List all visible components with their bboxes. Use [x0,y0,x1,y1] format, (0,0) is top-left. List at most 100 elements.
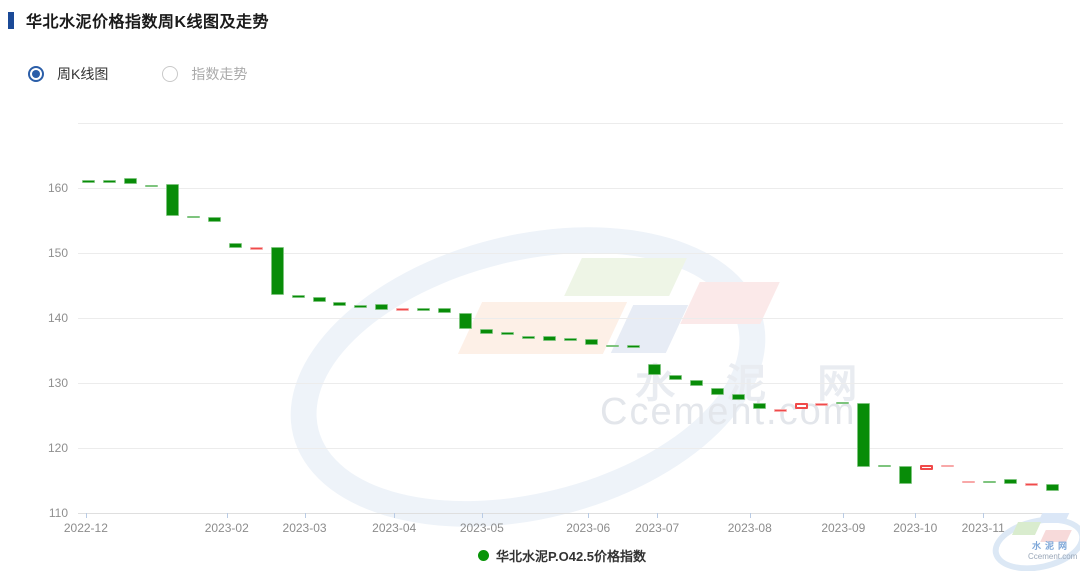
candlestick[interactable] [459,312,473,330]
x-axis-label: 2023-04 [372,521,417,535]
radio-weekly-kline[interactable]: 周K线图 [28,64,108,84]
candlestick[interactable] [165,184,179,216]
candlestick[interactable] [480,329,494,335]
candlestick[interactable] [123,178,137,185]
candlestick[interactable] [815,403,829,406]
gridline [78,123,1063,124]
candlestick[interactable] [396,307,410,312]
candlestick[interactable] [375,304,389,310]
page-title: 华北水泥价格指数周K线图及走势 [26,14,270,31]
x-axis-label: 2023-09 [821,521,866,535]
candlestick[interactable] [962,480,976,483]
x-axis-label: 2023-05 [459,521,504,535]
candlestick[interactable] [752,403,766,409]
candlestick[interactable] [102,180,116,183]
legend-item[interactable]: 华北水泥P.O42.5价格指数 [478,546,646,565]
candlestick[interactable] [249,247,263,250]
x-axis-tick [85,513,87,518]
candlestick[interactable] [626,344,640,348]
y-axis-label: 120 [47,441,68,455]
legend-label: 华北水泥P.O42.5价格指数 [496,549,647,564]
candlestick[interactable] [144,184,158,188]
candlestick[interactable] [564,338,577,341]
x-axis-tick [226,513,228,518]
title-marker-bar [8,11,14,29]
candlestick[interactable] [1046,483,1060,491]
legend-dot-icon [478,550,489,561]
y-axis-label: 160 [47,180,68,195]
header: 华北水泥价格指数周K线图及走势 [8,8,269,32]
candlestick[interactable] [501,332,515,335]
x-axis-tick [588,513,590,518]
candlestick[interactable] [438,308,452,313]
radio-weekly-kline-label[interactable]: 周K线图 [57,66,109,82]
x-axis-label: 2023-07 [635,521,680,535]
chart-type-switch: 周K线图 指数走势 [28,64,247,84]
candlestick[interactable] [1004,479,1018,485]
candlestick[interactable] [417,308,431,311]
x-axis-tick [481,513,483,518]
y-axis-label: 130 [47,375,68,390]
gridline [78,513,1063,514]
candlestick[interactable] [836,401,850,405]
candlestick[interactable] [920,464,934,471]
candlestick[interactable] [731,394,745,400]
candlestick[interactable] [186,215,200,219]
candlestick[interactable] [605,344,619,348]
candlestick[interactable] [291,295,305,298]
x-axis-label: 2023-02 [204,521,249,535]
candlestick[interactable] [899,465,913,484]
x-axis-label: 2023-11 [961,521,1005,535]
site-logo: 水泥网 Ccement.com [987,508,1080,571]
candlestick[interactable] [207,217,221,223]
x-axis-label: 2022-12 [63,521,108,535]
x-axis-tick [983,513,985,518]
watermark-block-green [564,258,687,296]
candlestick[interactable] [228,243,242,249]
candlestick[interactable] [794,403,808,409]
gridline [78,382,1063,384]
candlestick[interactable] [522,336,536,339]
candlestick[interactable] [710,388,724,396]
x-axis-tick [843,513,845,518]
radio-index-trend[interactable]: 指数走势 [162,64,247,84]
candlestick[interactable] [81,180,95,183]
x-axis-tick [304,513,306,518]
candlestick[interactable] [668,374,682,380]
candlestick[interactable] [689,379,703,386]
y-axis-label: 140 [47,311,68,325]
candlestick[interactable] [312,296,326,302]
candlestick[interactable] [1025,483,1039,486]
gridline [78,252,1063,254]
gridline [78,318,1063,319]
y-axis-label: 110 [48,506,68,520]
candlestick[interactable] [354,305,368,308]
x-axis-label: 2023-06 [566,521,611,535]
logo-en-text: Ccement.com [1028,552,1078,561]
candlestick[interactable] [584,338,598,346]
gridline [78,448,1063,449]
x-axis-tick [657,513,659,518]
x-axis-label: 2023-03 [282,521,327,535]
candlestick[interactable] [857,403,871,467]
x-axis-label: 2023-10 [893,521,938,535]
candlestick[interactable] [333,301,347,306]
candlestick[interactable] [878,464,892,468]
radio-index-trend-label[interactable]: 指数走势 [191,66,248,82]
candlestick[interactable] [543,336,557,341]
radio-unselected-icon[interactable] [162,66,179,82]
radio-selected-icon[interactable] [28,66,44,82]
logo-cn-text: 水泥网 [1032,541,1072,551]
candlestick[interactable] [270,246,284,296]
watermark-block-peach [457,302,628,354]
x-axis-tick [394,513,396,518]
x-axis-tick [915,513,917,518]
candlestick[interactable] [941,464,955,468]
candlestick[interactable] [983,480,997,483]
watermark-en-text: Ccement.com [600,391,857,433]
candlestick[interactable] [773,409,787,412]
x-axis-tick [749,513,751,518]
logo-block-blue [1037,513,1070,523]
candlestick[interactable] [647,363,661,376]
